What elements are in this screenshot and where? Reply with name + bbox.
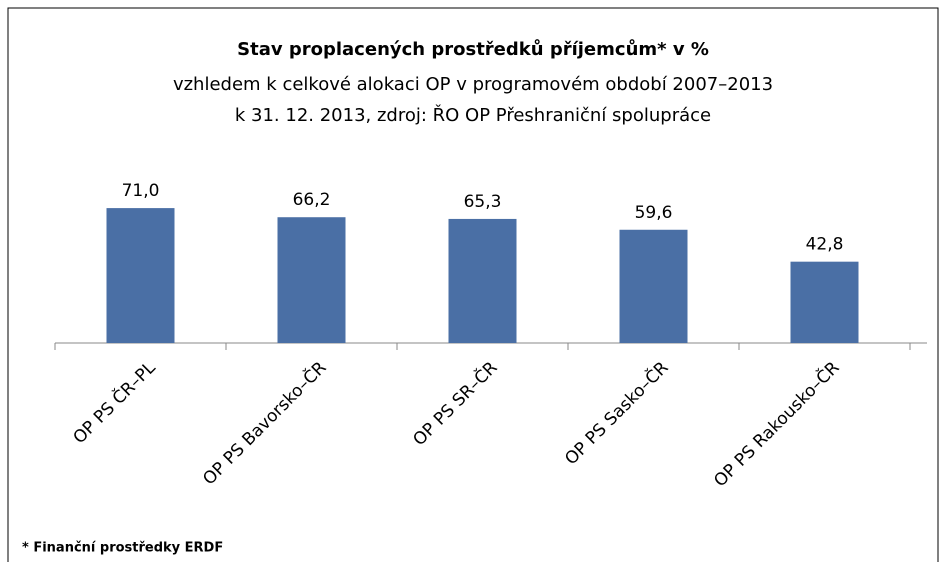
bar xyxy=(790,261,859,343)
bar xyxy=(448,218,517,343)
chart-subtitle: k 31. 12. 2013, zdroj: ŘO OP Přeshraničn… xyxy=(235,104,711,126)
bar xyxy=(277,217,346,343)
chart-subtitle: vzhledem k celkové alokaci OP v programo… xyxy=(173,74,773,95)
data-label: 65,3 xyxy=(464,192,502,212)
bar xyxy=(106,208,175,343)
data-label: 66,2 xyxy=(293,190,331,210)
chart-title: Stav proplacených prostředků příjemcům* … xyxy=(237,38,709,60)
data-label: 59,6 xyxy=(635,203,673,223)
data-label: 42,8 xyxy=(806,235,844,255)
data-label: 71,0 xyxy=(122,181,160,201)
bar xyxy=(619,229,688,343)
footnote: * Finanční prostředky ERDF xyxy=(22,541,223,556)
